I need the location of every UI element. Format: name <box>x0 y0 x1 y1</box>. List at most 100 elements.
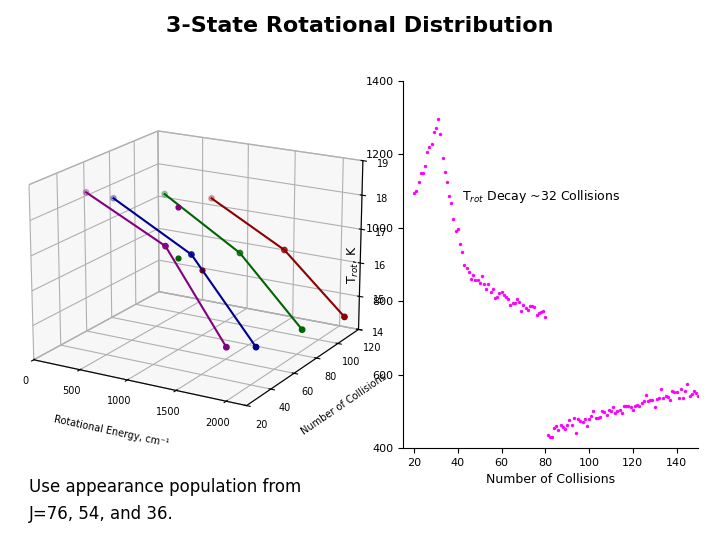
Point <box>435 130 446 138</box>
Text: 3-State Rotational Distribution: 3-State Rotational Distribution <box>166 16 554 36</box>
Point <box>503 295 514 303</box>
Point <box>629 402 641 410</box>
Point <box>655 384 667 393</box>
Point <box>522 306 534 314</box>
Point <box>675 384 687 393</box>
Point <box>487 284 499 293</box>
Point <box>642 396 654 405</box>
Point <box>608 403 619 411</box>
Y-axis label: Number of Collisions: Number of Collisions <box>300 372 388 437</box>
Point <box>428 128 440 137</box>
Point <box>631 401 643 409</box>
Point <box>485 288 496 297</box>
Point <box>459 260 470 269</box>
Point <box>673 393 685 402</box>
Point <box>638 396 649 405</box>
Point <box>448 214 459 223</box>
Point <box>446 199 457 207</box>
Point <box>621 402 632 410</box>
Point <box>516 307 527 315</box>
Point <box>439 168 451 177</box>
Point <box>623 402 634 410</box>
Point <box>513 298 525 307</box>
Point <box>555 421 567 429</box>
Point <box>472 276 483 285</box>
Point <box>469 275 481 284</box>
Point <box>526 301 538 310</box>
Point <box>461 264 472 273</box>
Point <box>452 225 464 234</box>
Point <box>562 421 573 429</box>
Point <box>559 425 571 434</box>
Point <box>653 394 665 403</box>
Point <box>684 392 696 400</box>
Point <box>465 274 477 283</box>
Point <box>518 300 529 309</box>
Point <box>662 393 673 401</box>
Point <box>649 402 660 411</box>
Point <box>600 410 612 419</box>
Point <box>657 394 669 403</box>
Point <box>463 268 474 277</box>
Point <box>467 271 479 279</box>
Point <box>636 399 647 408</box>
Point <box>590 414 601 422</box>
Point <box>549 424 560 433</box>
Point <box>610 408 621 417</box>
Point <box>496 287 508 296</box>
Point <box>575 417 586 426</box>
Point <box>686 389 698 398</box>
Point <box>474 279 485 287</box>
Point <box>678 394 689 403</box>
Text: J=76, 54, and 36.: J=76, 54, and 36. <box>29 505 174 523</box>
Point <box>426 140 437 149</box>
Point <box>408 188 420 197</box>
Point <box>437 154 449 163</box>
Point <box>577 417 588 426</box>
Point <box>566 420 577 429</box>
Point <box>568 414 580 422</box>
Point <box>572 415 584 423</box>
Point <box>581 422 593 431</box>
Point <box>433 115 444 124</box>
Point <box>531 310 542 319</box>
Point <box>640 390 652 399</box>
Point <box>456 247 468 256</box>
Point <box>524 302 536 310</box>
Point <box>546 433 558 441</box>
Point <box>507 299 518 307</box>
X-axis label: Number of Collisions: Number of Collisions <box>486 474 616 487</box>
Point <box>494 288 505 297</box>
Point <box>557 422 569 431</box>
Point <box>551 421 562 430</box>
Point <box>450 226 462 235</box>
Point <box>498 291 510 300</box>
Point <box>588 407 599 416</box>
Point <box>616 409 628 418</box>
Point <box>585 412 597 421</box>
Point <box>693 392 704 400</box>
X-axis label: Rotational Energy, cm⁻¹: Rotational Energy, cm⁻¹ <box>53 414 170 449</box>
Point <box>454 240 466 249</box>
Point <box>533 309 544 318</box>
Point <box>606 407 617 415</box>
Point <box>505 300 516 309</box>
Text: Use appearance population from: Use appearance population from <box>29 478 301 496</box>
Point <box>441 177 453 186</box>
Point <box>688 387 700 395</box>
Point <box>509 299 521 308</box>
Point <box>690 388 702 397</box>
Point <box>423 143 435 152</box>
Point <box>553 426 564 434</box>
Point <box>417 168 428 177</box>
Point <box>625 402 636 411</box>
Point <box>594 412 606 421</box>
Point <box>544 433 555 442</box>
Point <box>660 392 671 400</box>
Point <box>644 395 656 404</box>
Point <box>537 306 549 315</box>
Point <box>634 402 645 410</box>
Point <box>614 406 626 415</box>
Point <box>612 406 624 415</box>
Point <box>603 406 614 414</box>
